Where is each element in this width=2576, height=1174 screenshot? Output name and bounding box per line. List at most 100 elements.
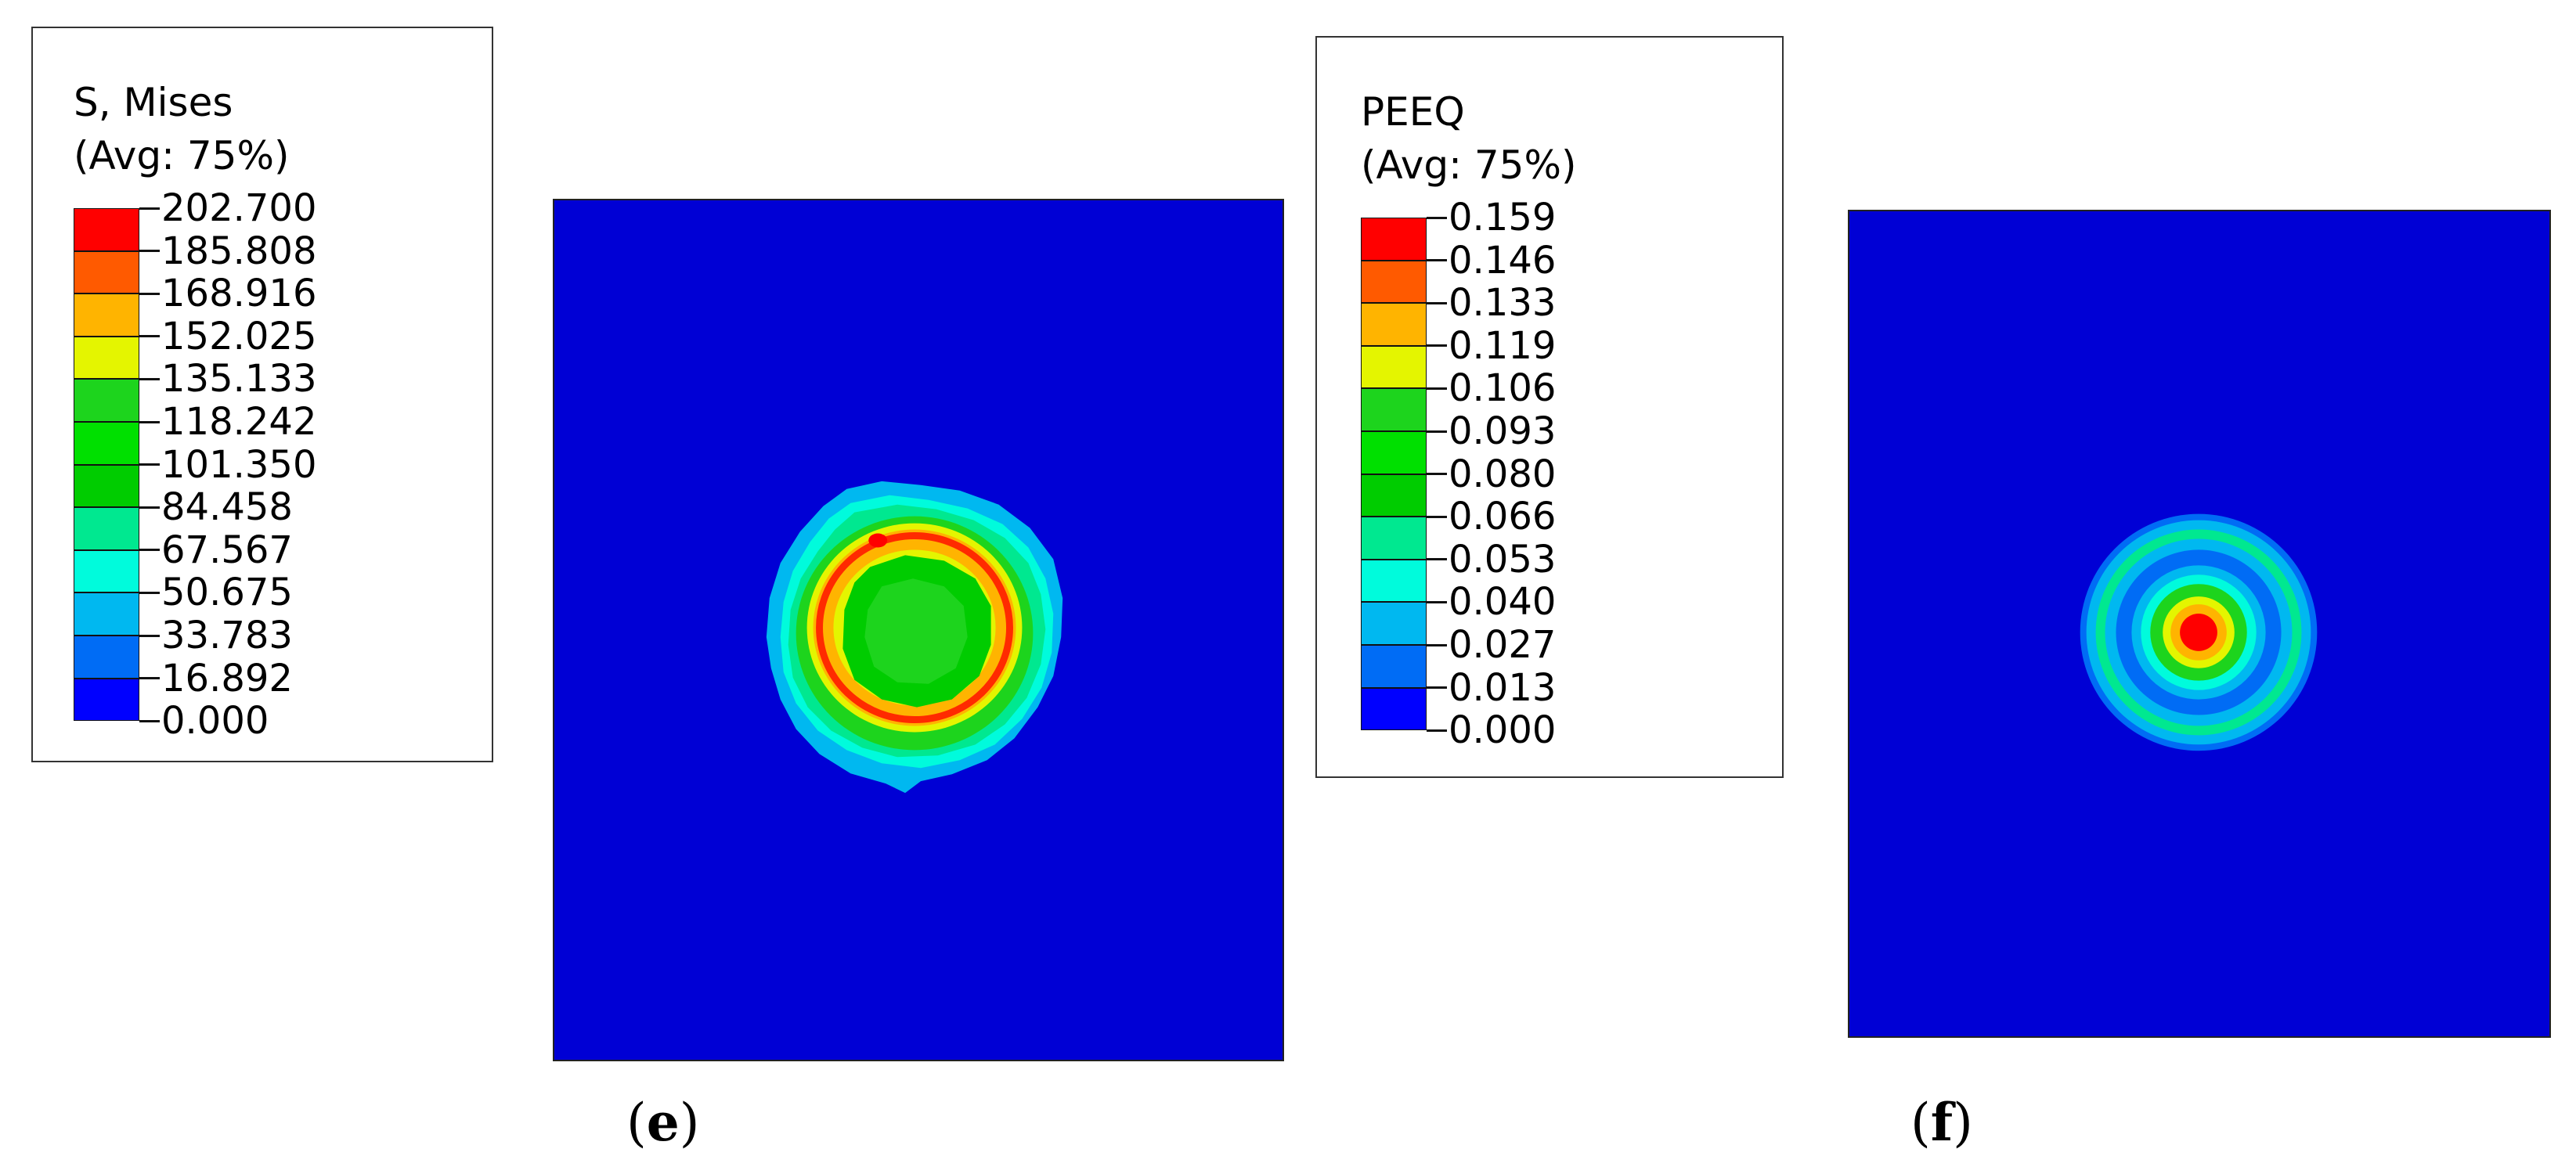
peeq-band-red: [2180, 614, 2217, 651]
mises-color-scale: 202.700 185.808 168.916 152.025 135.133 118.2…: [74, 189, 481, 748]
mises-legend-tick: [139, 634, 160, 637]
peeq-legend-title: PEEQ: [1361, 89, 1465, 135]
peeq-legend-label: 0.053: [1449, 537, 1557, 582]
peeq-legend-tick: [1427, 473, 1447, 476]
peeq-legend-tick: [1427, 729, 1447, 732]
mises-legend-tick: [139, 463, 160, 466]
caption-e-close: ): [679, 1093, 700, 1153]
peeq-legend-tick: [1427, 643, 1447, 646]
peeq-legend-label: 0.119: [1449, 323, 1557, 368]
mises-legend-swatch: [74, 678, 139, 722]
mises-legend-tick: [139, 719, 160, 722]
mises-legend-tick: [139, 377, 160, 380]
peeq-legend-swatch: [1361, 517, 1427, 560]
contour-hotspot-red: [868, 533, 888, 548]
peeq-legend-swatch: [1361, 260, 1427, 304]
peeq-legend-label: 0.106: [1449, 366, 1557, 411]
peeq-color-scale: 0.159 0.146 0.133 0.119 0.106 0.093 0.080 0.066…: [1361, 199, 1768, 758]
mises-legend-label: 152.025: [161, 314, 317, 358]
peeq-legend-swatch: [1361, 559, 1427, 603]
peeq-legend-swatch: [1361, 303, 1427, 346]
mises-legend: S, Mises (Avg: 75%) 202.700 185.808 168.91…: [31, 27, 493, 762]
peeq-legend-label: 0.066: [1449, 495, 1557, 539]
mises-legend-tick: [139, 506, 160, 509]
mises-legend-swatch: [74, 464, 139, 508]
mises-legend-tick: [139, 292, 160, 295]
peeq-legend-swatch: [1361, 345, 1427, 389]
peeq-legend-tick: [1427, 344, 1447, 348]
peeq-legend-tick: [1427, 259, 1447, 262]
peeq-legend-swatch: [1361, 602, 1427, 645]
caption-f-letter: f: [1930, 1092, 1954, 1153]
peeq-legend-tick: [1427, 387, 1447, 390]
mises-legend-swatch: [74, 592, 139, 636]
mises-legend-tick: [139, 549, 160, 552]
caption-f-close: ): [1953, 1093, 1973, 1153]
peeq-legend-swatch: [1361, 687, 1427, 731]
mises-legend-swatch: [74, 336, 139, 380]
peeq-legend-tick: [1427, 600, 1447, 603]
mises-legend-tick: [139, 677, 160, 680]
mises-legend-tick: [139, 207, 160, 210]
mises-legend-swatch: [74, 636, 139, 679]
mises-legend-swatch: [74, 507, 139, 550]
caption-f: (f): [1910, 1092, 1973, 1153]
contour-band-center-lightgreen: [864, 578, 968, 684]
mises-legend-tick: [139, 250, 160, 253]
mises-legend-label: 202.700: [161, 186, 317, 230]
mises-legend-tick: [139, 335, 160, 338]
peeq-legend-tick: [1427, 216, 1447, 219]
mises-legend-label: 168.916: [161, 272, 317, 316]
mises-stress-contour-plot: [553, 199, 1284, 1061]
mises-legend-title: S, Mises: [74, 80, 233, 125]
peeq-legend-tick: [1427, 430, 1447, 433]
mises-legend-swatch: [74, 422, 139, 465]
mises-legend-swatch: [74, 250, 139, 294]
peeq-legend-label: 0.080: [1449, 452, 1557, 496]
peeq-legend-tick: [1427, 301, 1447, 304]
mises-legend-label: 118.242: [161, 400, 317, 444]
peeq-legend-label: 0.133: [1449, 281, 1557, 326]
mises-legend-label: 16.892: [161, 656, 293, 700]
contour-band-red-ring: [816, 532, 1013, 723]
mises-legend-label: 0.000: [161, 699, 269, 744]
peeq-legend-label: 0.013: [1449, 665, 1557, 710]
mises-contour-graphic: [766, 481, 1063, 794]
peeq-strain-contour-plot: [1848, 210, 2551, 1038]
peeq-legend-swatch: [1361, 218, 1427, 261]
peeq-legend-swatch: [1361, 645, 1427, 688]
caption-e-letter: e: [646, 1092, 680, 1153]
caption-e-open: (: [626, 1093, 647, 1153]
mises-legend-label: 50.675: [161, 571, 293, 615]
mises-legend-swatch: [74, 379, 139, 422]
mises-legend-label: 101.350: [161, 442, 317, 487]
peeq-legend-swatch: [1361, 431, 1427, 474]
mises-legend-swatch: [74, 549, 139, 593]
peeq-legend-label: 0.093: [1449, 409, 1557, 453]
mises-legend-label: 33.783: [161, 614, 293, 657]
peeq-legend-tick: [1427, 515, 1447, 518]
peeq-legend-tick: [1427, 686, 1447, 690]
mises-legend-label: 185.808: [161, 229, 317, 273]
mises-legend-swatch: [74, 208, 139, 251]
mises-legend-subtitle: (Avg: 75%): [74, 133, 290, 178]
caption-f-open: (: [1910, 1093, 1931, 1153]
peeq-legend-swatch: [1361, 388, 1427, 431]
peeq-legend-label: 0.040: [1449, 580, 1557, 625]
peeq-contour-graphic: [2080, 513, 2318, 751]
mises-legend-swatch: [74, 294, 139, 337]
mises-legend-tick: [139, 591, 160, 594]
mises-legend-label: 67.567: [161, 528, 293, 572]
mises-legend-label: 135.133: [161, 357, 317, 402]
mises-legend-tick: [139, 420, 160, 423]
peeq-legend-label: 0.159: [1449, 196, 1557, 239]
peeq-legend-swatch: [1361, 474, 1427, 517]
peeq-legend-label: 0.146: [1449, 238, 1557, 283]
caption-e: (e): [626, 1092, 700, 1153]
peeq-legend: PEEQ (Avg: 75%) 0.159 0.146 0.133 0.119 0.10…: [1315, 36, 1784, 778]
mises-legend-label: 84.458: [161, 485, 293, 530]
peeq-legend-label: 0.027: [1449, 623, 1557, 667]
peeq-legend-label: 0.000: [1449, 708, 1557, 753]
peeq-legend-subtitle: (Avg: 75%): [1361, 142, 1577, 188]
peeq-legend-tick: [1427, 558, 1447, 561]
